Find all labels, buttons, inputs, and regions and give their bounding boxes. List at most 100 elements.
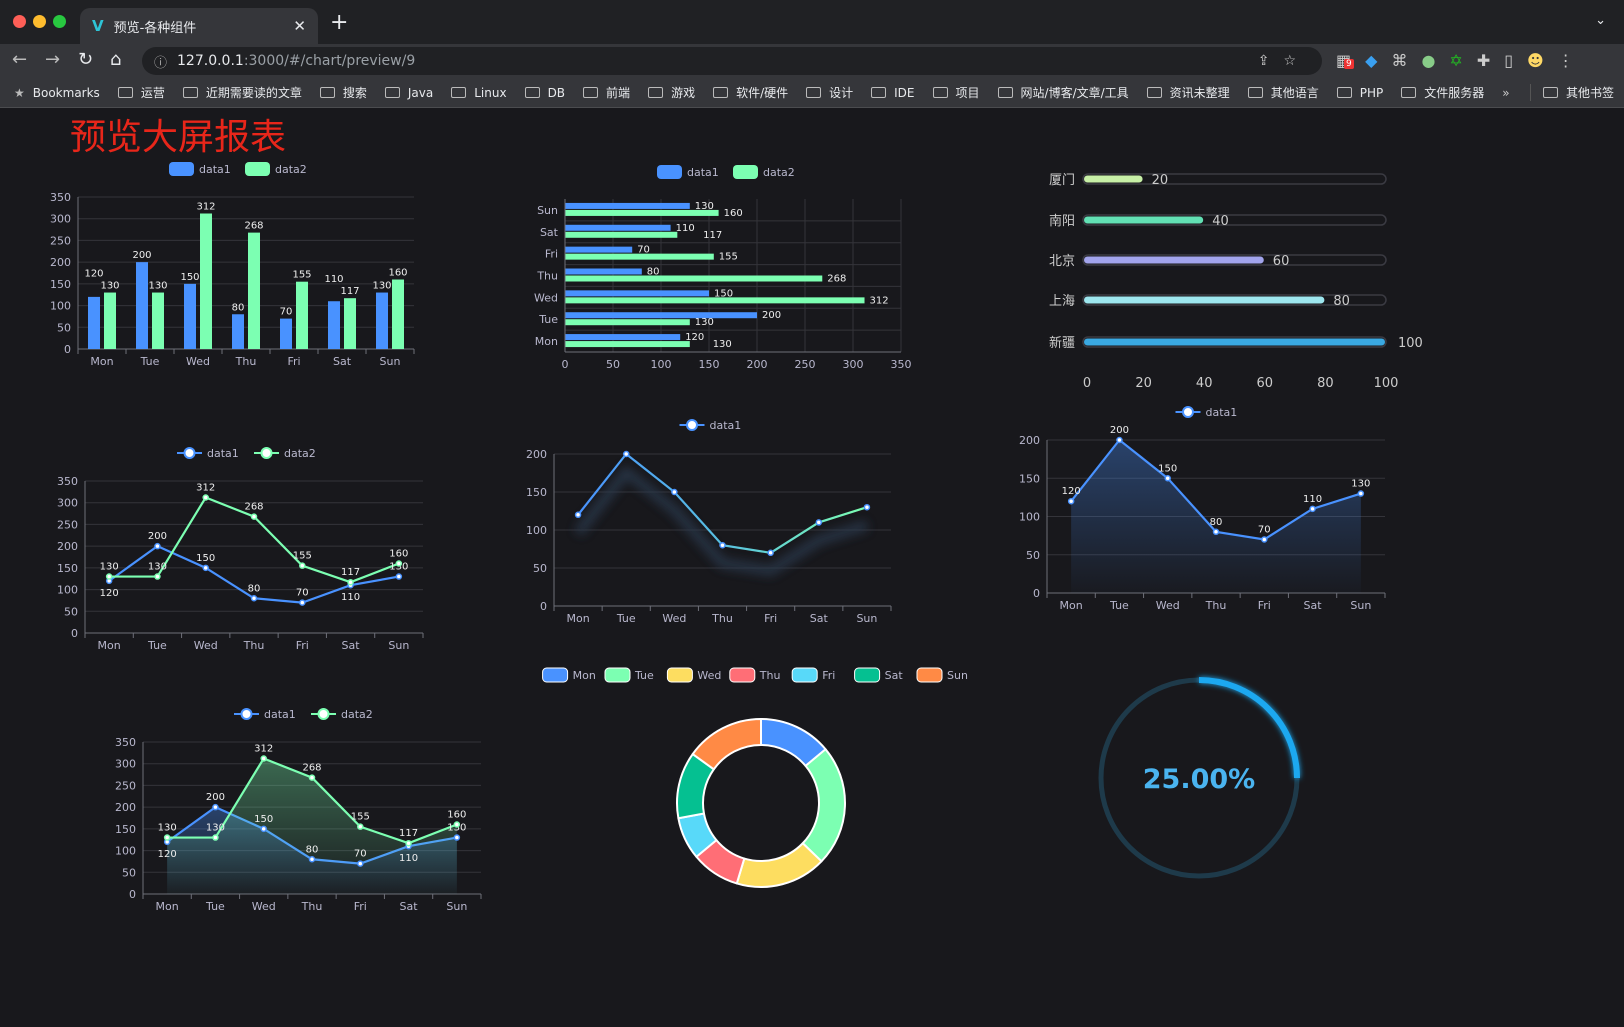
bar-data2	[565, 275, 823, 282]
bar-data1	[184, 283, 196, 349]
gem-extension-icon[interactable]: ◆	[1365, 51, 1378, 70]
progress-value: 100	[1398, 336, 1423, 351]
y-tick-label: 100	[50, 300, 71, 313]
close-tab-icon[interactable]: ✕	[293, 17, 306, 35]
tab-bar: V 预览-各种组件 ✕ + ⌄	[0, 0, 1624, 44]
other-bookmarks-folder[interactable]: 其他书签	[1529, 84, 1614, 101]
x-tick-label: 250	[795, 358, 816, 371]
bookmark-folder[interactable]: 前端	[583, 84, 630, 101]
data-point	[405, 839, 412, 847]
legend-label: data2	[284, 447, 316, 460]
bookmark-folder[interactable]: 其他语言	[1247, 84, 1319, 101]
legend-item-tue[interactable]: Tue	[604, 667, 654, 683]
data-point	[250, 595, 258, 602]
command-extension-icon[interactable]: ⌘	[1391, 51, 1408, 70]
progress-fill	[1084, 256, 1264, 264]
circle-extension-icon[interactable]: ●	[1421, 51, 1436, 70]
data-point	[815, 519, 823, 526]
star-extension-icon[interactable]: ✡	[1449, 51, 1463, 70]
bookmark-folder[interactable]: 设计	[806, 84, 853, 101]
back-button[interactable]: ←	[12, 49, 28, 70]
data-label: 268	[302, 763, 321, 774]
legend-item-data1[interactable]: data1	[679, 419, 742, 432]
tab-search-chevron-icon[interactable]: ⌄	[1595, 13, 1606, 28]
x-tick-label: Fri	[287, 355, 300, 368]
legend-item-data2[interactable]: data2	[254, 447, 316, 460]
bookmark-folder[interactable]: 近期需要读的文章	[182, 84, 302, 101]
x-tick-label: 40	[1196, 376, 1213, 391]
data-point	[347, 578, 354, 586]
bookmark-folder[interactable]: 运营	[117, 84, 165, 101]
legend-item-fri[interactable]: Fri	[791, 667, 835, 683]
data-point	[622, 450, 630, 458]
legend-item-sun[interactable]: Sun	[916, 667, 968, 683]
bookmark-folder[interactable]: 资讯未整理	[1146, 84, 1230, 101]
new-tab-button[interactable]: +	[330, 10, 349, 35]
bookmark-folder[interactable]: 软件/硬件	[713, 84, 788, 101]
address-bar[interactable]: ⓘ 127.0.0.1 :3000/#/chart/preview/9 ⇪☆	[142, 47, 1322, 75]
y-tick-label: 250	[50, 234, 71, 247]
legend-item-data1[interactable]: data1	[169, 162, 231, 176]
data-label: 130	[148, 562, 167, 573]
bookmark-folder[interactable]: IDE	[871, 84, 915, 101]
puzzle-icon[interactable]: ✚	[1476, 51, 1491, 70]
data-label: 155	[292, 270, 311, 281]
reload-button[interactable]: ↻	[78, 49, 94, 70]
bookmarks-button[interactable]: ★ Bookmarks	[14, 86, 100, 100]
maximize-window-button[interactable]	[53, 15, 66, 28]
data-label: 155	[293, 551, 312, 562]
extension-icon[interactable]: ▦9	[1336, 51, 1354, 70]
data-label: 130	[206, 823, 225, 834]
side-panel-icon[interactable]: ▯	[1504, 51, 1514, 70]
other-bookmarks-label: 其他书签	[1565, 86, 1614, 100]
x-tick-label: Sat	[400, 900, 419, 913]
legend-item-data1[interactable]: data1	[657, 165, 719, 179]
site-info-icon[interactable]: ⓘ	[154, 55, 168, 71]
legend-item-data2[interactable]: data2	[245, 162, 307, 176]
browser-tab[interactable]: V 预览-各种组件 ✕	[80, 8, 318, 44]
legend-item-wed[interactable]: Wed	[666, 667, 721, 683]
bookmark-label: DB	[547, 85, 566, 100]
y-tick-label: 100	[115, 845, 136, 858]
legend-item-mon[interactable]: Mon	[542, 667, 596, 683]
legend-label: data2	[341, 708, 373, 721]
legend-item-data1[interactable]: data1	[1175, 406, 1238, 419]
x-tick-label: 150	[699, 358, 720, 371]
y-tick-label: 0	[540, 600, 547, 613]
data-point	[767, 549, 774, 557]
more-bookmarks-button[interactable]: »	[1502, 85, 1510, 100]
url-host: 127.0.0.1	[177, 53, 244, 69]
x-tick-label: Mon	[1060, 599, 1083, 612]
x-tick-label: Mon	[98, 639, 121, 652]
bookmark-folder[interactable]: Linux	[451, 84, 507, 101]
legend-item-data1[interactable]: data1	[177, 447, 239, 460]
minimize-window-button[interactable]	[33, 15, 46, 28]
legend-label: Mon	[573, 669, 596, 682]
data-point	[1212, 528, 1220, 536]
legend-item-data1[interactable]: data1	[234, 708, 296, 721]
data-label: 268	[244, 221, 263, 232]
bookmark-folder[interactable]: 文件服务器	[1401, 84, 1484, 101]
legend-label: data2	[275, 163, 307, 176]
share-icon[interactable]: ⇪	[1257, 53, 1284, 69]
data-point	[453, 821, 461, 828]
legend-item-data2[interactable]: data2	[311, 708, 373, 721]
legend-item-data2[interactable]: data2	[733, 165, 795, 179]
forward-button[interactable]: →	[45, 49, 61, 70]
bookmark-folder[interactable]: 项目	[932, 84, 980, 101]
legend-item-thu[interactable]: Thu	[729, 667, 781, 683]
bookmark-folder[interactable]: 搜索	[319, 84, 367, 101]
bookmark-folder[interactable]: 游戏	[648, 84, 695, 101]
legend-item-sat[interactable]: Sat	[854, 667, 904, 683]
close-window-button[interactable]	[13, 15, 26, 28]
bookmark-folder[interactable]: Java	[384, 84, 433, 101]
bookmark-folder[interactable]: DB	[524, 84, 566, 101]
bookmark-folder[interactable]: 网站/博客/文章/工具	[997, 84, 1129, 101]
bookmark-folder[interactable]: PHP	[1336, 84, 1383, 101]
bookmark-star-icon[interactable]: ☆	[1283, 53, 1310, 69]
data-label: 130	[100, 562, 119, 573]
avatar[interactable]: ☻	[1527, 51, 1544, 70]
home-button[interactable]: ⌂	[110, 49, 122, 70]
menu-kebab-icon[interactable]: ⋮	[1557, 51, 1574, 70]
